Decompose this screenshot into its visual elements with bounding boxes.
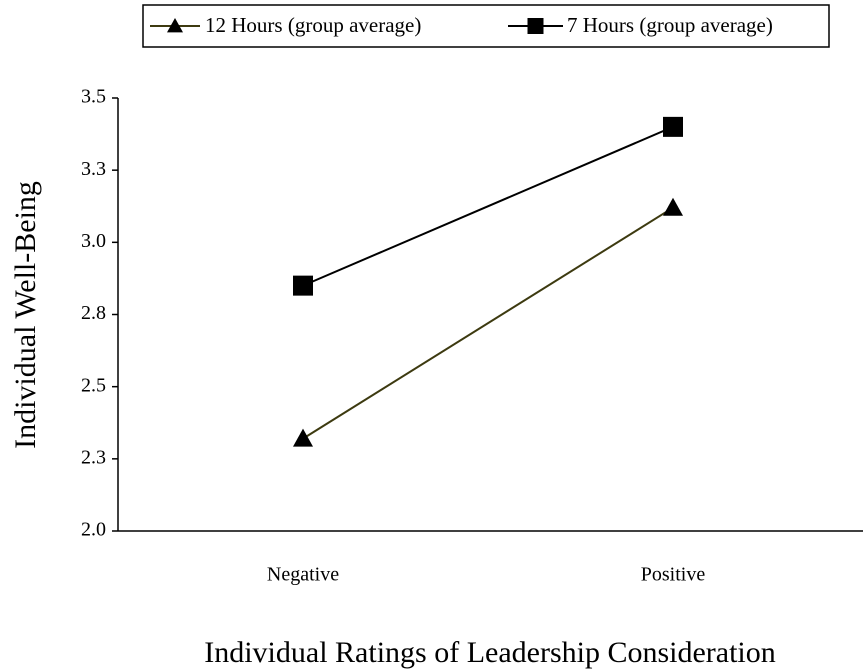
y-tick-label: 3.3 <box>81 158 106 180</box>
x-axis-title: Individual Ratings of Leadership Conside… <box>204 636 776 669</box>
legend-marker <box>527 18 544 34</box>
legend-label: 12 Hours (group average) <box>205 13 421 37</box>
series-line <box>302 125 674 287</box>
series-line <box>302 206 674 440</box>
y-tick-label: 2.8 <box>81 302 106 324</box>
legend-marker <box>167 18 183 33</box>
legend-box <box>142 4 830 48</box>
marker-triangle <box>663 197 683 216</box>
legend-label: 7 Hours (group average) <box>567 13 773 37</box>
marker-square <box>663 116 683 137</box>
y-tick-label: 2.0 <box>81 519 106 541</box>
y-tick-label: 2.5 <box>81 374 106 396</box>
x-tick-label: Positive <box>641 564 706 586</box>
marker-square <box>293 275 313 296</box>
x-tick-label: Negative <box>267 564 339 586</box>
y-tick-label: 2.3 <box>81 446 106 468</box>
y-axis-title: Individual Well-Being <box>9 181 42 449</box>
y-tick-label: 3.0 <box>81 230 106 252</box>
marker-triangle <box>293 428 313 447</box>
y-tick-label: 3.5 <box>81 86 106 108</box>
